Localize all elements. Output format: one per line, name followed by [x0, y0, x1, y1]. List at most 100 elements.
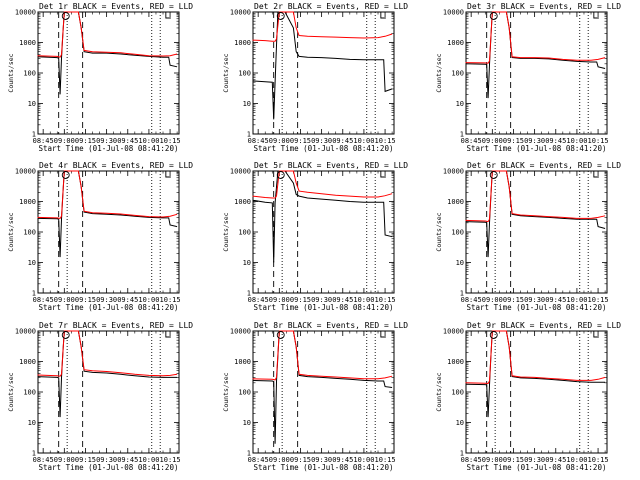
chart-title: Det 9r BLACK = Events, RED = LLD [467, 321, 621, 330]
x-tick-label: 10:15 [375, 137, 396, 145]
circle-marker [489, 12, 498, 20]
circle-marker [61, 331, 70, 339]
series-events-line [252, 11, 393, 120]
y-tick-label: 10000 [443, 328, 464, 336]
x-tick-label: 10:00 [353, 456, 374, 464]
x-tick-label: 10:15 [160, 137, 181, 145]
x-tick-label: 09:45 [545, 137, 566, 145]
y-axis-label: Counts/sec [7, 212, 15, 251]
y-axis-label: Counts/sec [222, 212, 230, 251]
x-tick-label: 09:00 [269, 456, 290, 464]
chart-panel-6: Det 6r BLACK = Events, RED = LLD 1 10 100 10… [435, 161, 621, 312]
y-tick-label: 10 [28, 259, 36, 267]
x-tick-label: 09:45 [332, 137, 353, 145]
y-tick-label: 100 [238, 229, 251, 237]
y-tick-label: 100 [23, 389, 36, 397]
y-tick-label: 10 [456, 100, 464, 108]
x-tick-label: 08:45 [248, 296, 269, 304]
y-tick-label: 100 [23, 70, 36, 78]
x-tick-label: 08:45 [248, 456, 269, 464]
y-tick-label: 10 [243, 419, 251, 427]
chart-title: Det 7r BLACK = Events, RED = LLD [39, 321, 193, 330]
chart-panel-8: Det 8r BLACK = Events, RED = LLD 1 10 100 10… [222, 321, 408, 472]
y-axis-label: Counts/sec [435, 53, 443, 92]
x-tick-label: 08:45 [33, 296, 54, 304]
x-tick-label: 09:15 [290, 137, 311, 145]
y-tick-label: 100 [451, 229, 464, 237]
x-tick-label: 09:30 [96, 456, 117, 464]
y-axis-label: Counts/sec [7, 53, 15, 92]
y-tick-label: 100 [23, 229, 36, 237]
series-events-line [252, 170, 393, 263]
x-axis-label: Start Time (01-Jul-08 08:41:20) [467, 303, 607, 312]
x-tick-label: 09:00 [54, 137, 75, 145]
y-tick-label: 100 [451, 389, 464, 397]
x-tick-label: 09:15 [290, 456, 311, 464]
x-tick-label: 10:00 [138, 296, 159, 304]
x-tick-label: 09:30 [524, 456, 545, 464]
x-tick-label: 09:15 [75, 456, 96, 464]
y-tick-label: 10 [456, 419, 464, 427]
circle-marker [61, 12, 70, 20]
x-tick-label: 10:00 [353, 296, 374, 304]
y-tick-label: 1 [32, 450, 36, 458]
series-lld-line [37, 170, 178, 219]
y-tick-label: 1 [32, 131, 36, 139]
x-tick-label: 09:45 [117, 137, 138, 145]
y-tick-label: 100 [451, 70, 464, 78]
x-tick-label: 10:15 [160, 456, 181, 464]
x-tick-label: 10:00 [566, 296, 587, 304]
series-lld-line [252, 11, 393, 42]
chart-panel-4: Det 4r BLACK = Events, RED = LLD 1 10 100 10… [7, 161, 193, 312]
x-tick-label: 09:30 [311, 296, 332, 304]
y-tick-label: 10 [243, 100, 251, 108]
x-tick-label: 09:15 [75, 137, 96, 145]
x-tick-label: 10:15 [375, 456, 396, 464]
y-tick-label: 1000 [19, 358, 36, 366]
y-tick-label: 1 [247, 450, 251, 458]
x-tick-label: 09:00 [269, 296, 290, 304]
circle-marker [489, 331, 498, 339]
y-tick-label: 1 [247, 131, 251, 139]
y-tick-label: 10 [28, 419, 36, 427]
x-axis-label: Start Time (01-Jul-08 08:41:20) [254, 463, 394, 472]
x-tick-label: 09:00 [54, 296, 75, 304]
y-tick-label: 1000 [234, 198, 251, 206]
x-tick-label: 09:15 [503, 137, 524, 145]
x-tick-label: 10:00 [138, 456, 159, 464]
bracket-marker [165, 171, 171, 178]
series-lld-line [37, 330, 178, 377]
x-tick-label: 10:00 [353, 137, 374, 145]
y-tick-label: 1000 [19, 39, 36, 47]
circle-marker [61, 171, 70, 179]
chart-panel-7: Det 7r BLACK = Events, RED = LLD 1 10 100 10… [7, 321, 193, 472]
y-axis-label: Counts/sec [435, 372, 443, 411]
y-tick-label: 1000 [447, 358, 464, 366]
y-tick-label: 10000 [230, 168, 251, 176]
chart-title: Det 3r BLACK = Events, RED = LLD [467, 2, 621, 11]
y-tick-label: 1 [247, 290, 251, 298]
chart-title: Det 2r BLACK = Events, RED = LLD [254, 2, 408, 11]
y-tick-label: 10 [28, 100, 36, 108]
y-tick-label: 100 [238, 70, 251, 78]
chart-title: Det 8r BLACK = Events, RED = LLD [254, 321, 408, 330]
x-tick-label: 09:30 [96, 137, 117, 145]
y-tick-label: 10 [456, 259, 464, 267]
x-tick-label: 09:45 [332, 296, 353, 304]
y-axis-label: Counts/sec [435, 212, 443, 251]
x-tick-label: 09:30 [311, 456, 332, 464]
x-tick-label: 09:45 [545, 456, 566, 464]
bracket-marker [593, 331, 599, 338]
x-tick-label: 08:45 [461, 296, 482, 304]
chart-panel-5: Det 5r BLACK = Events, RED = LLD 1 10 100 10… [222, 161, 408, 312]
y-tick-label: 100 [238, 389, 251, 397]
circle-marker [276, 331, 285, 339]
x-tick-label: 08:45 [248, 137, 269, 145]
series-lld-line [465, 170, 606, 223]
x-tick-label: 08:45 [461, 456, 482, 464]
y-tick-label: 1000 [234, 39, 251, 47]
chart-title: Det 1r BLACK = Events, RED = LLD [39, 2, 193, 11]
x-tick-label: 10:15 [588, 137, 609, 145]
x-tick-label: 09:00 [54, 456, 75, 464]
y-axis-label: Counts/sec [222, 372, 230, 411]
